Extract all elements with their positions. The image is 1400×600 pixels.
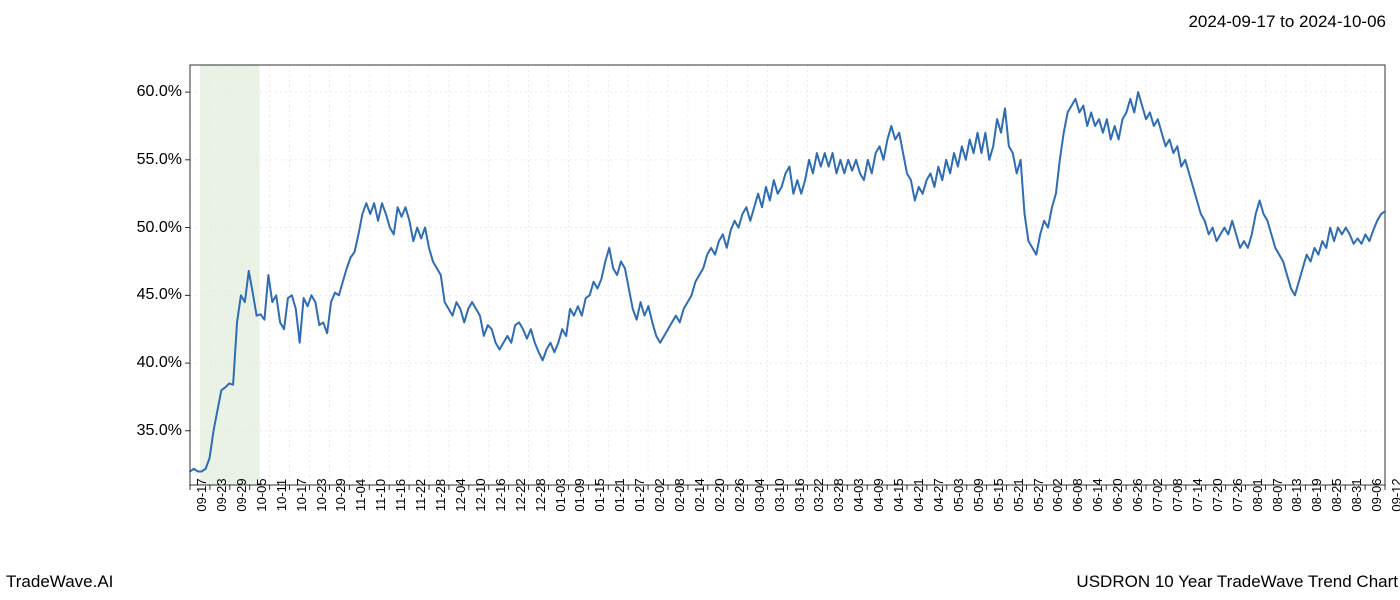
x-tick-label: 08-07 (1270, 478, 1285, 511)
x-tick-label: 05-03 (951, 478, 966, 511)
x-tick-label: 10-29 (333, 478, 348, 511)
x-tick-label: 07-08 (1170, 478, 1185, 511)
x-tick-label: 02-26 (732, 478, 747, 511)
x-tick-label: 08-01 (1250, 478, 1265, 511)
x-tick-label: 04-15 (891, 478, 906, 511)
x-tick-label: 02-14 (692, 478, 707, 511)
x-tick-label: 10-11 (274, 479, 289, 511)
x-tick-label: 02-20 (712, 478, 727, 511)
y-tick-label: 55.0% (137, 151, 182, 169)
x-tick-label: 09-23 (214, 478, 229, 511)
x-tick-label: 07-26 (1230, 478, 1245, 511)
x-tick-label: 12-10 (473, 478, 488, 511)
x-tick-label: 05-21 (1011, 478, 1026, 511)
x-tick-label: 10-17 (294, 478, 309, 511)
x-tick-label: 03-04 (752, 478, 767, 511)
chart-title: USDRON 10 Year TradeWave Trend Chart (1076, 572, 1398, 592)
x-tick-label: 01-09 (572, 478, 587, 511)
x-tick-label: 11-10 (373, 479, 388, 511)
x-tick-label: 06-08 (1070, 478, 1085, 511)
x-tick-label: 11-22 (413, 479, 428, 511)
x-tick-label: 10-23 (314, 478, 329, 511)
x-tick-label: 03-16 (792, 478, 807, 511)
x-tick-label: 12-28 (533, 478, 548, 511)
x-tick-label: 05-27 (1031, 478, 1046, 511)
x-tick-label: 08-25 (1329, 478, 1344, 511)
x-tick-label: 02-02 (652, 478, 667, 511)
x-tick-label: 10-05 (254, 478, 269, 511)
x-tick-label: 11-28 (433, 479, 448, 511)
y-tick-label: 60.0% (137, 83, 182, 101)
x-tick-label: 12-16 (493, 478, 508, 511)
x-tick-label: 04-27 (931, 478, 946, 511)
x-tick-label: 01-27 (632, 478, 647, 511)
x-tick-label: 09-06 (1369, 478, 1384, 511)
x-tick-label: 06-20 (1110, 478, 1125, 511)
x-tick-label: 12-04 (453, 478, 468, 511)
x-tick-label: 09-17 (194, 478, 209, 511)
x-tick-label: 03-28 (831, 478, 846, 511)
brand-label: TradeWave.AI (6, 572, 113, 592)
x-tick-label: 01-21 (612, 478, 627, 511)
x-tick-label: 01-15 (592, 478, 607, 511)
y-tick-label: 50.0% (137, 219, 182, 237)
x-tick-label: 02-08 (672, 478, 687, 511)
x-tick-label: 07-20 (1210, 478, 1225, 511)
x-tick-label: 06-02 (1050, 478, 1065, 511)
x-tick-label: 03-10 (772, 478, 787, 511)
x-tick-label: 04-03 (851, 478, 866, 511)
x-tick-label: 11-04 (353, 479, 368, 511)
date-range-label: 2024-09-17 to 2024-10-06 (1188, 12, 1386, 32)
x-tick-label: 08-13 (1289, 478, 1304, 511)
x-tick-label: 04-09 (871, 478, 886, 511)
x-tick-label: 06-14 (1090, 478, 1105, 511)
chart-area: 35.0% 40.0% 45.0% 50.0% 55.0% 60.0% 09-17 09-2… (0, 40, 1400, 570)
x-tick-label: 08-19 (1309, 478, 1324, 511)
y-tick-label: 35.0% (137, 422, 182, 440)
x-tick-label: 09-29 (234, 478, 249, 511)
x-tick-label: 03-22 (811, 478, 826, 511)
x-tick-label: 08-31 (1349, 478, 1364, 511)
x-tick-label: 12-22 (513, 478, 528, 511)
x-tick-label: 11-16 (393, 479, 408, 511)
x-tick-label: 01-03 (553, 478, 568, 511)
x-tick-label: 06-26 (1130, 478, 1145, 511)
x-tick-label: 04-21 (911, 478, 926, 511)
x-tick-label: 07-02 (1150, 478, 1165, 511)
x-tick-label: 09-12 (1389, 478, 1400, 511)
y-tick-label: 40.0% (137, 354, 182, 372)
x-tick-label: 07-14 (1190, 478, 1205, 511)
x-tick-label: 05-15 (991, 478, 1006, 511)
x-tick-label: 05-09 (971, 478, 986, 511)
y-tick-label: 45.0% (137, 286, 182, 304)
